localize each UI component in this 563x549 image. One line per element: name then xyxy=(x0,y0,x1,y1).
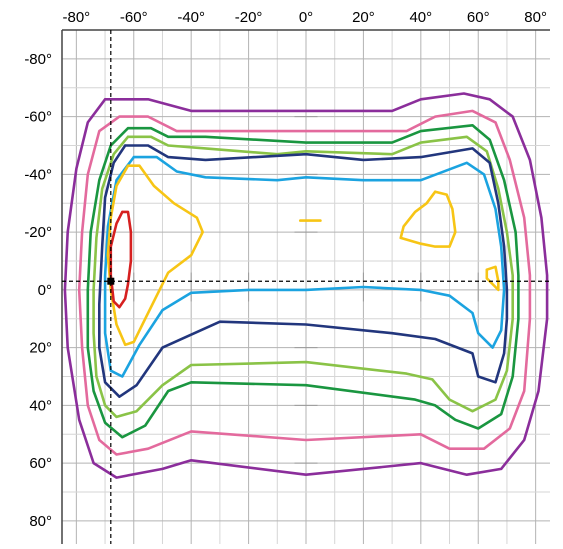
x-tick-label: 60° xyxy=(467,9,490,26)
y-tick-label: 0° xyxy=(38,282,52,299)
y-tick-label: -80° xyxy=(24,51,52,68)
y-tick-label: -40° xyxy=(24,166,52,183)
contour-layer xyxy=(63,92,549,479)
x-tick-label: 40° xyxy=(409,9,432,26)
x-tick-label: 80° xyxy=(524,9,547,26)
x-tick-label: -40° xyxy=(177,9,205,26)
y-tick-label: 60° xyxy=(29,455,52,472)
contour-line xyxy=(86,124,520,439)
contour-line xyxy=(399,190,457,248)
x-tick-label: -20° xyxy=(235,9,263,26)
axis-layer: -80° -60° -40° -20° 0° 20° 40° 60° 80° -80° -60° -4… xyxy=(24,9,550,544)
contour-line xyxy=(106,164,204,347)
y-tick-label: 40° xyxy=(29,397,52,414)
contour-line xyxy=(77,109,532,456)
y-tick-label: 20° xyxy=(29,340,52,357)
y-tick-label: -60° xyxy=(24,109,52,126)
contour-line xyxy=(109,210,133,309)
contour-line xyxy=(63,92,549,479)
contour-line xyxy=(103,155,506,378)
x-tick-label: 0° xyxy=(299,9,313,26)
x-tick-label: 20° xyxy=(352,9,375,26)
x-tick-label: -60° xyxy=(120,9,148,26)
overlay-layer xyxy=(62,30,550,544)
grid-layer xyxy=(62,29,550,544)
y-tick-label: 80° xyxy=(29,513,52,530)
y-tick-label: -20° xyxy=(24,224,52,241)
x-tick-label: -80° xyxy=(63,9,91,26)
contour-line xyxy=(98,144,509,398)
fixation-marker xyxy=(107,277,115,285)
contour-line xyxy=(92,135,514,419)
contour-line xyxy=(485,265,500,292)
